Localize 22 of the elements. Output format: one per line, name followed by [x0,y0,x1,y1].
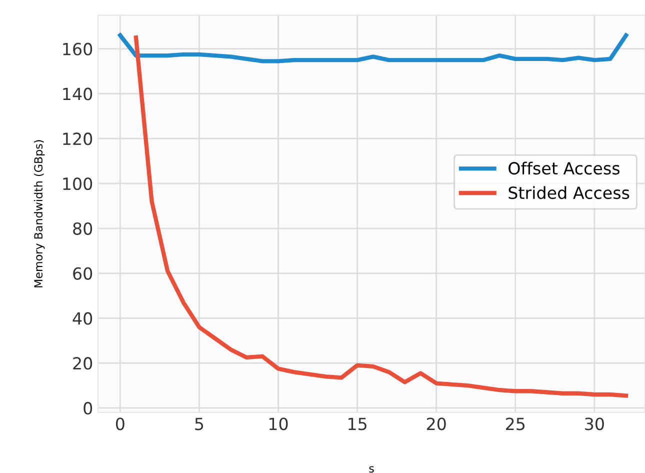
legend-label: Offset Access [508,162,620,175]
x-axis-title: s [369,466,374,473]
x-tick-label: 30 [585,418,604,430]
y-tick-label: 20 [73,357,92,370]
x-tick-label: 0 [116,418,124,430]
y-tick-label: 60 [73,267,92,280]
y-tick-label: 80 [73,222,92,235]
y-tick-label: 100 [63,177,92,190]
y-axis-title: Memory Bandwidth (GBps) [34,140,45,288]
line-series [134,36,628,398]
x-tick-label: 10 [269,418,288,430]
x-tick-label: 15 [348,418,366,430]
y-tick-label: 140 [63,88,92,100]
x-tick-label: 5 [195,418,204,430]
y-tick-label: 40 [72,312,92,325]
y-tick-label: 160 [63,42,92,56]
line-series [118,33,628,64]
x-tick-label: 20 [426,418,446,430]
legend-label: Strided Access [508,186,630,200]
x-tick-label: 25 [506,418,525,430]
y-tick-label: 0 [84,402,92,415]
y-tick-label: 120 [63,132,92,146]
